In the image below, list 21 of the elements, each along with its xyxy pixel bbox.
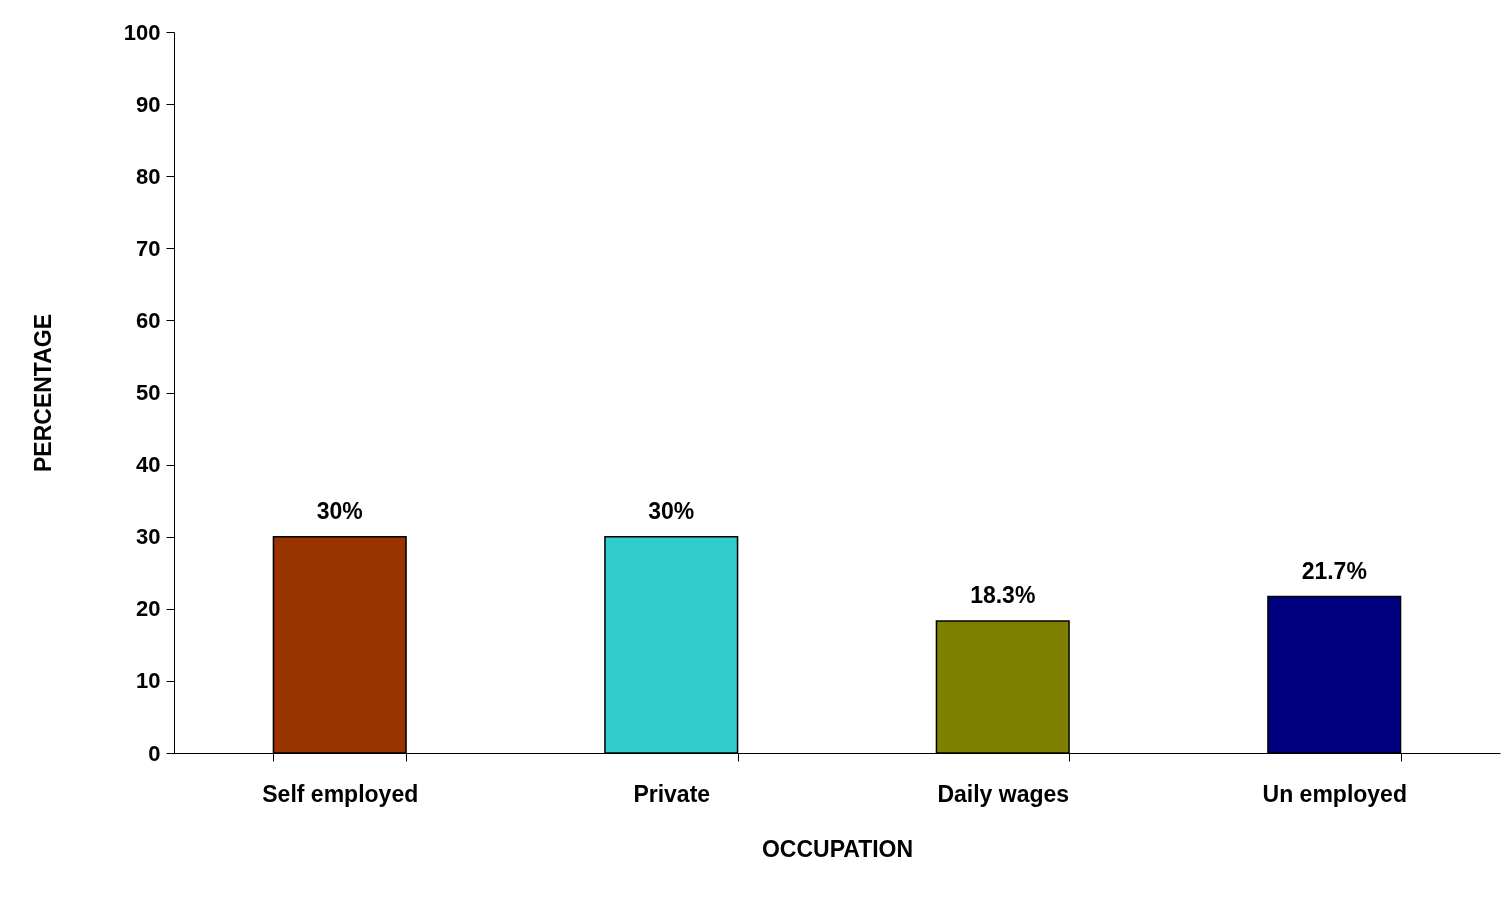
y-tick-label: 10 — [136, 668, 161, 694]
x-tick-label: Self employed — [262, 780, 419, 807]
x-tick-label: Daily wages — [937, 780, 1070, 807]
y-tick-label: 60 — [136, 307, 161, 333]
y-tick-label: 90 — [136, 91, 161, 117]
y-tick-label: 40 — [136, 452, 161, 478]
y-tick-label: 100 — [123, 19, 161, 45]
y-tick-label: 30 — [136, 524, 161, 550]
y-axis-title: PERCENTAGE — [29, 313, 56, 473]
y-tick-label: 80 — [136, 163, 161, 189]
y-tick-label: 70 — [136, 235, 161, 261]
data-label: 30% — [648, 497, 695, 524]
x-axis-title: OCCUPATION — [761, 835, 914, 862]
x-tick-label: Un employed — [1262, 780, 1407, 807]
y-tick-label: 0 — [148, 740, 161, 766]
data-label: 21.7% — [1301, 557, 1367, 584]
y-tick-label: 20 — [136, 596, 161, 622]
x-tick-label: Private — [633, 780, 711, 807]
y-tick-label: 50 — [136, 380, 161, 405]
data-label: 30% — [316, 497, 363, 524]
data-label: 18.3% — [970, 582, 1036, 609]
